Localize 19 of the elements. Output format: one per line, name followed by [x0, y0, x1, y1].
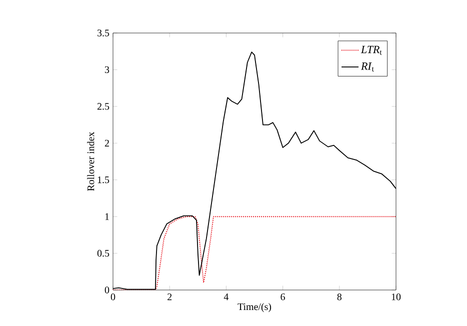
x-axis-title: Time/(s)	[238, 303, 272, 312]
legend-label: LTR$_{t}$	[360, 46, 382, 55]
x-tick-label: 10	[392, 294, 401, 300]
legend-label: RI$_{t}$	[360, 62, 374, 72]
y-tick-label: 3.5	[98, 30, 110, 36]
y-tick-label: 3	[104, 66, 110, 74]
line-series	[113, 216, 396, 290]
x-tick-label: 4	[224, 294, 229, 300]
y-tick-label: 2	[104, 140, 109, 146]
y-axis-title: Rollover index	[87, 132, 94, 191]
x-tick-label: 8	[337, 294, 342, 300]
y-tick-label: 1.5	[98, 176, 110, 184]
y-tick-label: 0.5	[97, 250, 110, 257]
x-tick-label: 2	[168, 294, 172, 300]
x-tick-label: 6	[280, 294, 285, 300]
y-tick-label: 2.5	[97, 103, 110, 110]
y-tick-label: 0	[104, 286, 110, 294]
y-tick-label: 1	[105, 213, 109, 220]
x-tick-label: 0	[110, 294, 116, 300]
